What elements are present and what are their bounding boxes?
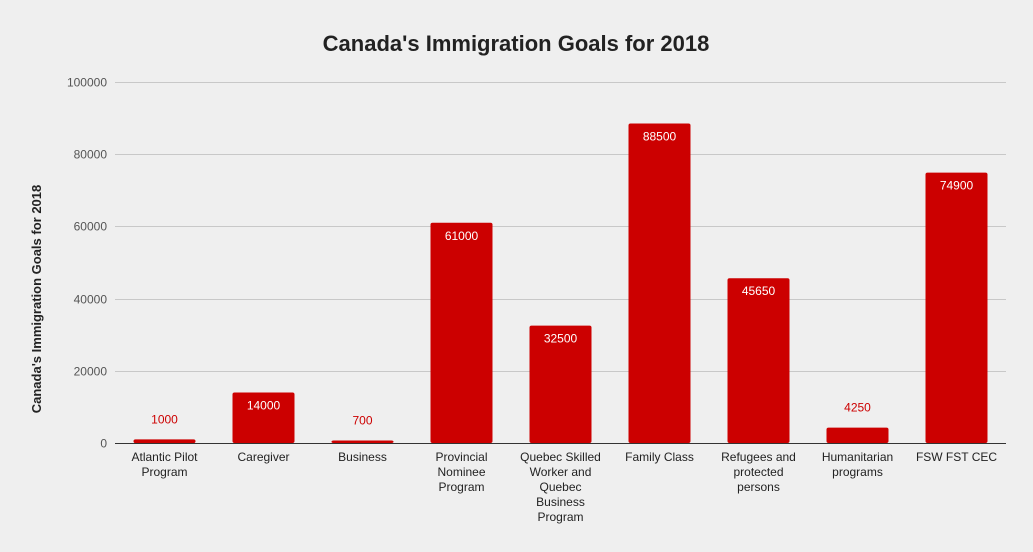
data-label: 1000 <box>151 412 178 426</box>
bar <box>925 172 988 443</box>
data-label: 14000 <box>247 398 281 412</box>
data-label: 700 <box>352 413 372 427</box>
x-tick-label-line: Nominee <box>437 465 485 479</box>
x-tick-label-line: persons <box>737 480 780 494</box>
y-tick-label: 80000 <box>74 148 108 162</box>
x-tick-label-line: Family Class <box>625 450 694 464</box>
x-tick-label-line: Quebec Skilled <box>520 450 601 464</box>
y-axis-ticks: 0 20000 40000 60000 80000 100000 <box>67 76 107 451</box>
bar <box>430 222 493 443</box>
x-tick-label: Quebec Skilled Worker and Quebec Business Pr… <box>520 450 601 524</box>
y-tick-label: 0 <box>100 437 107 451</box>
x-tick-label: FSW FST CEC <box>916 450 997 464</box>
y-tick-label: 20000 <box>74 365 108 379</box>
y-tick-label: 60000 <box>74 220 108 234</box>
x-tick-label: Atlantic Pilot Program <box>131 450 198 479</box>
x-tick-label-line: Atlantic Pilot <box>131 450 198 464</box>
bar <box>628 123 691 443</box>
y-tick-label: 100000 <box>67 76 107 90</box>
data-label: 4250 <box>844 401 871 415</box>
bar <box>826 427 889 443</box>
bars: 1000 14000 700 61000 32500 88500 45650 4250 7490… <box>133 123 988 443</box>
x-tick-label: Humanitarian programs <box>822 450 893 479</box>
gridlines <box>115 82 1006 372</box>
bar <box>331 440 394 443</box>
x-tick-label: Family Class <box>625 450 694 464</box>
x-tick-label: Refugees and protected persons <box>721 450 796 494</box>
y-tick-label: 40000 <box>74 293 108 307</box>
x-tick-label-line: protected <box>733 465 783 479</box>
bar <box>727 278 790 443</box>
data-label: 88500 <box>643 130 677 144</box>
x-tick-label-line: Program <box>438 480 484 494</box>
bar <box>232 392 295 443</box>
x-tick-label-line: Humanitarian <box>822 450 893 464</box>
x-tick-label: Caregiver <box>237 450 289 464</box>
x-tick-label: Business <box>338 450 387 464</box>
x-tick-label: Provincial Nominee Program <box>435 450 487 494</box>
data-label: 61000 <box>445 229 479 243</box>
x-tick-label-line: Program <box>537 510 583 524</box>
x-tick-label-line: Quebec <box>539 480 581 494</box>
x-tick-label-line: Provincial <box>435 450 487 464</box>
data-label: 32500 <box>544 332 578 346</box>
x-tick-label-line: Worker and <box>530 465 592 479</box>
x-tick-label-line: Refugees and <box>721 450 796 464</box>
x-tick-label-line: programs <box>832 465 883 479</box>
bar <box>529 325 592 443</box>
x-tick-label-line: Business <box>536 495 585 509</box>
x-tick-label-line: Business <box>338 450 387 464</box>
y-axis-label: Canada's Immigration Goals for 2018 <box>29 185 44 414</box>
bar <box>133 439 196 443</box>
x-tick-label-line: Program <box>141 465 187 479</box>
x-tick-label-line: Caregiver <box>237 450 289 464</box>
data-label: 45650 <box>742 284 776 298</box>
x-tick-label-line: FSW FST CEC <box>916 450 997 464</box>
chart-title: Canada's Immigration Goals for 2018 <box>323 31 710 56</box>
data-label: 74900 <box>940 179 974 193</box>
